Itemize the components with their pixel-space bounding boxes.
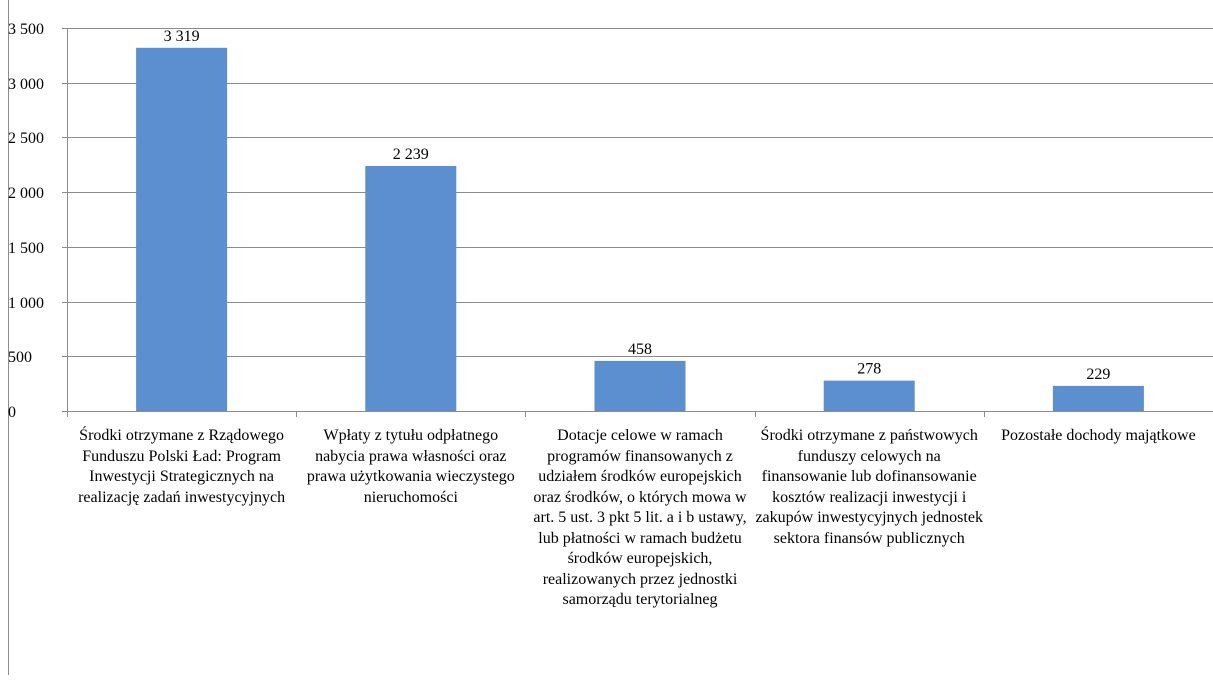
data-label: 229: [1086, 366, 1110, 383]
y-tick-label: 1 000: [8, 295, 44, 312]
y-tick-label: 3 500: [8, 21, 44, 38]
y-tick-label: 1 500: [8, 240, 44, 257]
y-tick-label: 2 000: [8, 185, 44, 202]
data-label: 458: [628, 341, 652, 358]
data-label: 2 239: [393, 146, 429, 163]
data-labels: 3 319 2 239 458 278 229: [164, 28, 1111, 383]
gridlines: [67, 29, 1213, 357]
data-label: 278: [857, 361, 881, 378]
y-tick-label: 500: [8, 349, 32, 366]
bar: [824, 381, 915, 411]
y-tick-labels: 0 500 1 000 1 500 2 000 2 500 3 000 3 500: [8, 21, 44, 421]
y-tick-label: 3 000: [8, 76, 44, 93]
bar: [136, 48, 227, 411]
y-tick-label: 0: [8, 404, 16, 421]
x-category-label: Pozostałe dochody majątkowe: [984, 426, 1212, 447]
bar: [1053, 386, 1144, 411]
bar: [595, 361, 686, 411]
bar: [365, 166, 456, 411]
data-label: 3 319: [164, 28, 200, 45]
y-tick-label: 2 500: [8, 130, 44, 147]
x-category-label: Wpłaty z tytułu odpłatnego nabycia prawa…: [297, 426, 525, 508]
x-category-label: Środki otrzymane z Rządowego Funduszu Po…: [68, 426, 296, 508]
x-category-label: Dotacje celowe w ramach programów finans…: [526, 426, 754, 611]
x-category-label: Środki otrzymane z państwowych funduszy …: [755, 426, 983, 549]
